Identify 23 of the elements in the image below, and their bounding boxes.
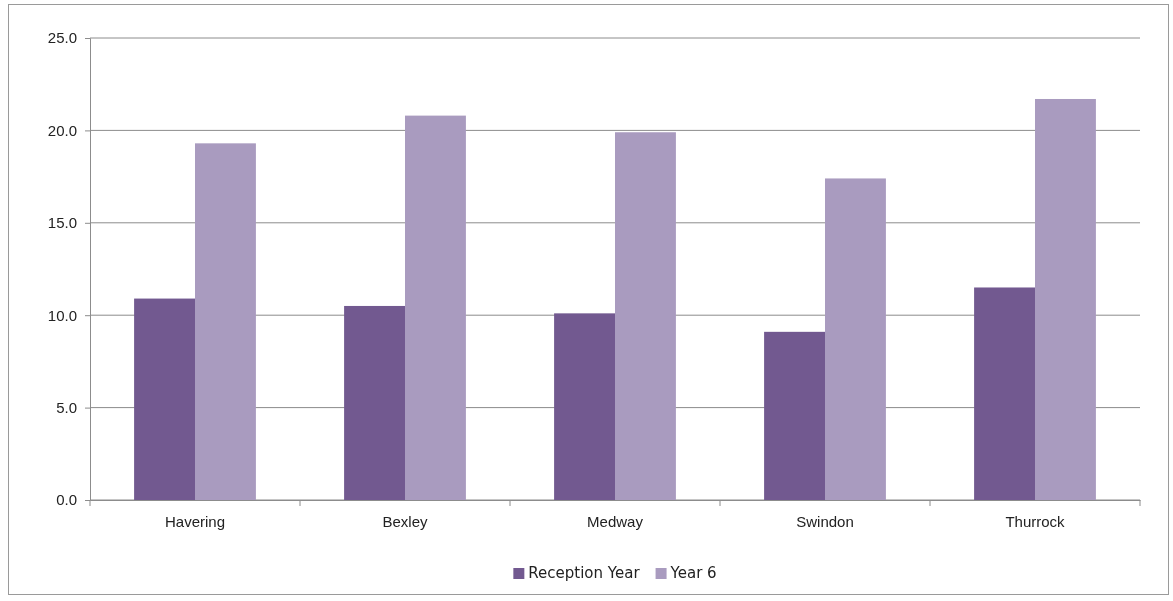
bar — [1035, 98, 1096, 500]
bar — [344, 305, 405, 500]
x-tick-label: Swindon — [796, 512, 854, 530]
y-tick-label: 5.0 — [56, 398, 77, 416]
x-tick-label: Medway — [587, 512, 644, 530]
x-tick-label: Thurrock — [1005, 512, 1066, 530]
legend-label: Year 6 — [669, 564, 717, 582]
y-tick-label: 25.0 — [47, 29, 77, 47]
y-tick-label: 20.0 — [47, 121, 77, 139]
y-tick-label: 15.0 — [47, 214, 77, 232]
bar — [405, 115, 466, 500]
y-tick-label: 0.0 — [56, 491, 77, 509]
bar — [554, 313, 615, 500]
x-tick-label: Havering — [164, 512, 226, 530]
y-tick-label: 10.0 — [47, 306, 77, 324]
bar — [615, 132, 676, 500]
bar — [825, 178, 886, 500]
bar — [134, 298, 195, 500]
legend-label: Reception Year — [528, 564, 641, 582]
bar — [764, 331, 825, 500]
x-tick-label: Bexley — [382, 512, 429, 530]
bar — [974, 287, 1035, 500]
bar — [195, 143, 256, 500]
